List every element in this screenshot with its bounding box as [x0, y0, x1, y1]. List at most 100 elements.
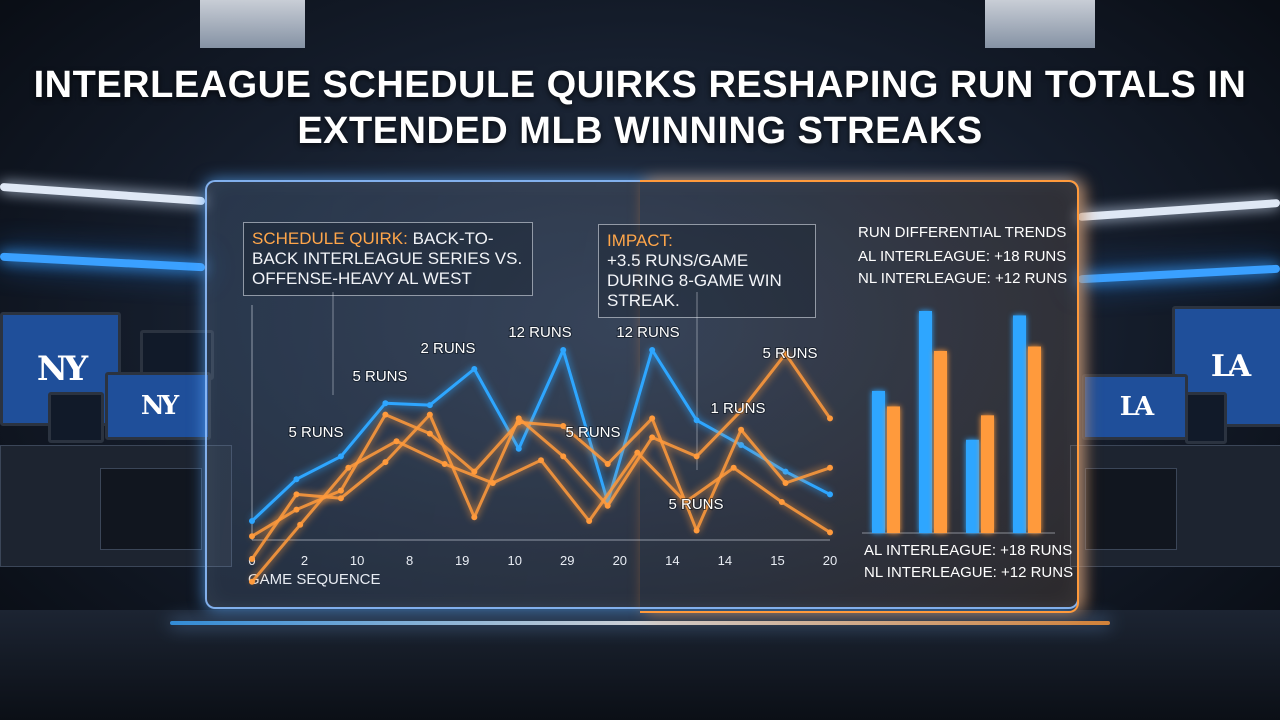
series-point-2	[426, 411, 433, 418]
series-point-3	[249, 578, 255, 585]
x-tick-label: 14	[665, 553, 679, 568]
series-point-0	[738, 442, 745, 448]
series-line-0	[250, 348, 831, 523]
impact-callout: IMPACT: +3.5 RUNS/GAME DURING 8-GAME WIN…	[598, 224, 816, 318]
impact-text: +3.5 RUNS/GAME DURING 8-GAME WIN STREAK.	[607, 251, 782, 310]
x-tick-label: 19	[455, 553, 469, 568]
run-annotation: 12 RUNS	[508, 324, 571, 341]
series-point-2	[827, 415, 833, 422]
nl-interleague-stat: NL INTERLEAGUE: +12 RUNS	[858, 270, 1068, 287]
x-tick-label: 20	[823, 553, 837, 568]
bar-nl	[981, 415, 994, 533]
series-point-2	[782, 350, 789, 357]
bar-al	[919, 311, 932, 533]
series-point-0	[693, 417, 700, 424]
series-point-2	[337, 495, 344, 502]
chart-panel	[205, 180, 1079, 609]
series-point-3	[730, 464, 737, 471]
legend-al: AL INTERLEAGUE: +18 RUNS	[864, 542, 1073, 559]
bar-al	[1013, 315, 1026, 533]
x-tick-label: 10	[507, 553, 521, 568]
ceiling-light	[200, 0, 305, 48]
series-point-3	[489, 480, 496, 486]
quirk-label: SCHEDULE QUIRK:	[252, 229, 408, 248]
run-annotation: 12 RUNS	[616, 324, 679, 341]
series-point-2	[649, 434, 656, 441]
dodgers-logo-icon: LA	[1210, 349, 1251, 384]
series-point-1	[604, 461, 611, 467]
series-point-3	[538, 457, 544, 464]
series-point-1	[693, 527, 700, 534]
series-point-2	[382, 459, 389, 466]
dodgers-monitor-small: LA	[1082, 374, 1188, 440]
series-point-0	[560, 347, 567, 353]
series-point-2	[293, 491, 300, 498]
series-point-3	[634, 449, 641, 456]
series-point-2	[738, 407, 745, 414]
bar-nl	[1028, 346, 1041, 533]
x-tick-label: 8	[406, 553, 413, 568]
series-point-3	[586, 518, 593, 524]
x-tick-label: 20	[613, 553, 627, 568]
run-annotation: 5 RUNS	[762, 345, 817, 362]
series-point-0	[782, 468, 789, 475]
series-point-0	[337, 453, 344, 460]
series-point-0	[293, 476, 300, 483]
run-annotation: 2 RUNS	[420, 340, 475, 357]
bar-nl	[934, 350, 947, 533]
yankees-logo-icon: NY	[36, 349, 88, 389]
x-tick-label: 2	[301, 553, 308, 568]
run-annotation: 5 RUNS	[668, 496, 723, 513]
series-point-1	[738, 426, 745, 433]
series-point-3	[682, 499, 689, 505]
series-point-1	[782, 480, 789, 486]
console-screen	[1185, 392, 1227, 444]
bar-al	[966, 439, 979, 533]
legend-nl: NL INTERLEAGUE: +12 RUNS	[864, 564, 1074, 581]
series-point-1	[471, 468, 478, 475]
series-point-1	[649, 415, 656, 422]
x-tick-label: 10	[350, 553, 364, 568]
series-point-2	[249, 556, 255, 562]
series-point-3	[393, 438, 400, 445]
yankees-logo-icon: NY	[140, 391, 179, 421]
series-point-3	[297, 521, 304, 528]
series-point-0	[649, 347, 656, 353]
run-annotation: 1 RUNS	[710, 400, 765, 417]
series-point-2	[560, 453, 567, 460]
console-panel	[1085, 468, 1177, 550]
series-point-1	[382, 411, 389, 418]
series-point-0	[515, 445, 522, 452]
series-point-0	[827, 491, 833, 498]
series-point-0	[426, 402, 433, 409]
series-point-2	[471, 514, 478, 521]
ceiling-light	[985, 0, 1095, 48]
x-axis-label: GAME SEQUENCE	[248, 571, 381, 588]
series-point-3	[827, 529, 833, 536]
series-point-1	[337, 487, 344, 494]
floor-glow	[170, 621, 1110, 625]
run-annotation: 5 RUNS	[288, 424, 343, 441]
console-screen	[48, 392, 104, 443]
bar-nl	[887, 406, 900, 533]
yankees-monitor-small: NY	[105, 372, 211, 440]
series-point-1	[426, 430, 433, 437]
series-point-2	[604, 502, 611, 509]
series-point-0	[249, 518, 255, 524]
x-tick-label: 15	[770, 553, 784, 568]
series-point-2	[693, 453, 700, 460]
series-point-1	[293, 506, 300, 513]
console-screen	[140, 330, 214, 380]
series-point-3	[441, 461, 448, 467]
series-point-3	[345, 464, 352, 471]
page-title: INTERLEAGUE SCHEDULE QUIRKS RESHAPING RU…	[33, 64, 1247, 152]
series-line-2	[250, 352, 832, 560]
impact-label: IMPACT:	[607, 231, 673, 250]
x-tick-label: 29	[560, 553, 574, 568]
series-point-0	[471, 366, 478, 372]
run-differential-title: RUN DIFFERENTIAL TRENDS	[858, 224, 1067, 241]
quirk-text: BACK-TO-BACK INTERLEAGUE SERIES VS. OFFE…	[252, 229, 523, 288]
series-point-3	[778, 499, 785, 505]
run-annotation: 5 RUNS	[565, 424, 620, 441]
